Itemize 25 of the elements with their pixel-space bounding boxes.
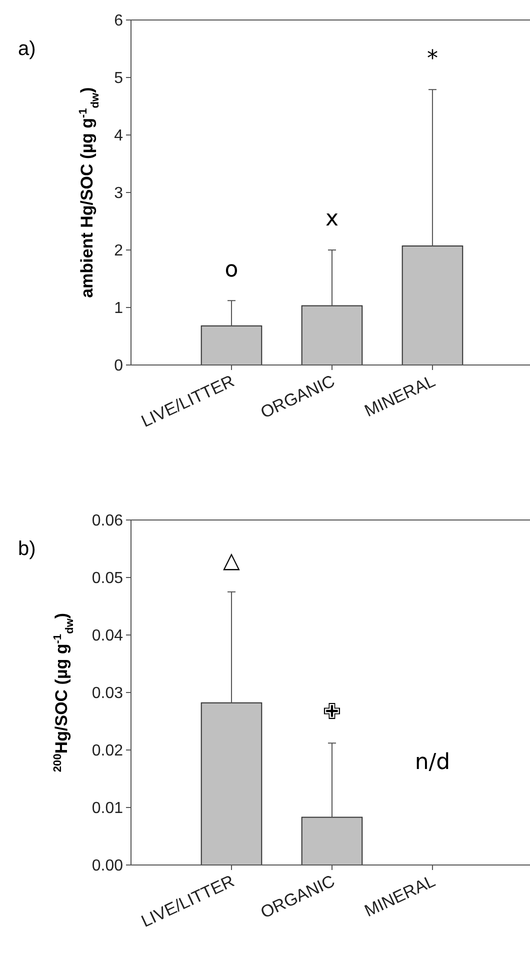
y-tick-label: 0.02: [92, 742, 124, 760]
annotation: △: [223, 548, 240, 574]
y-tick-label: 0: [114, 358, 124, 375]
y-tick-label: 0.01: [92, 800, 124, 818]
text: a): [18, 38, 36, 60]
y-tick-label: 3: [114, 185, 124, 202]
annotation: o: [224, 257, 238, 282]
annotation: n/d: [414, 750, 450, 776]
y-tick-label: 0.05: [92, 570, 124, 588]
text: b): [18, 538, 36, 560]
annotation: *: [426, 46, 438, 72]
y-tick-label: 6: [114, 12, 124, 30]
y-tick-label: 5: [114, 70, 124, 88]
y-tick-label: 1: [114, 300, 124, 318]
y-tick-label: 0.00: [92, 858, 124, 875]
annotation: x: [325, 206, 339, 232]
y-tick-label: 0.04: [92, 628, 124, 645]
y-tick-label: 0.06: [92, 512, 124, 530]
bar: [301, 305, 363, 366]
bar: [402, 245, 464, 366]
y-tick-label: 4: [114, 128, 124, 145]
y-tick-label: 2: [114, 242, 124, 260]
bar: [200, 325, 262, 366]
y-tick-label: 0.03: [92, 685, 124, 702]
annotation: ✙: [322, 700, 342, 725]
